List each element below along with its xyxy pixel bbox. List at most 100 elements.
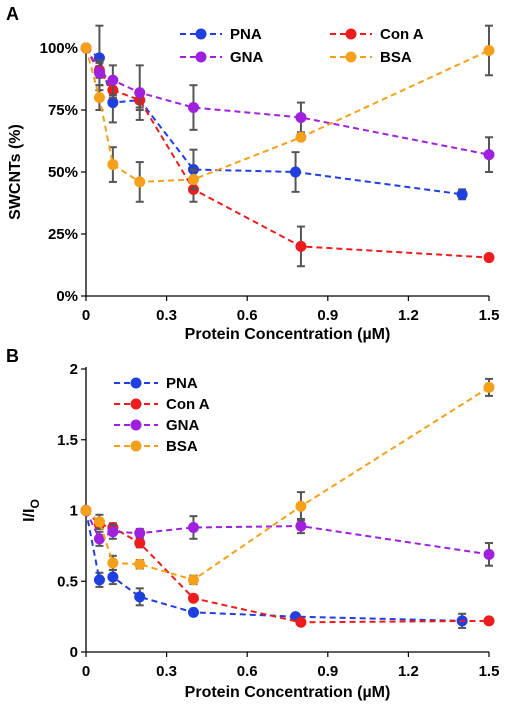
y-tick-label: 0 <box>70 644 78 661</box>
legend-label: GNA <box>230 49 264 66</box>
data-point <box>456 188 468 200</box>
data-point <box>93 533 105 545</box>
x-axis-label: Protein Concentration (µM) <box>185 326 391 343</box>
legend-item: GNA <box>114 417 200 434</box>
y-tick-label: 25% <box>48 226 78 243</box>
data-point <box>93 516 105 528</box>
series-line <box>85 510 490 556</box>
data-point <box>295 131 307 143</box>
data-point <box>107 159 119 171</box>
legend-swatch-marker <box>130 419 142 431</box>
x-tick-label: 1.5 <box>479 307 500 324</box>
data-point <box>295 500 307 512</box>
data-point <box>134 176 146 188</box>
y-tick-label: 75% <box>48 102 78 119</box>
data-point <box>187 606 199 618</box>
legend-label: BSA <box>166 438 198 455</box>
legend-swatch-marker <box>195 28 207 40</box>
legend-item: GNA <box>180 49 264 66</box>
legend-item: PNA <box>114 375 198 392</box>
data-point <box>295 616 307 628</box>
y-tick-label: 50% <box>48 164 78 181</box>
x-tick-label: 1.2 <box>398 663 419 680</box>
y-axis-label-main: I/I <box>21 509 38 522</box>
y-tick-label: 1 <box>70 503 78 520</box>
x-tick-label: 0 <box>82 307 90 324</box>
data-point <box>134 558 146 570</box>
data-point <box>107 74 119 86</box>
x-axis-label: Protein Concentration (µM) <box>185 684 391 701</box>
x-tick-label: 0.9 <box>317 307 338 324</box>
data-point <box>483 149 495 161</box>
y-axis-label-subscript: O <box>28 499 42 508</box>
legend-swatch-marker <box>345 51 357 63</box>
legend-label: BSA <box>380 49 412 66</box>
y-axis-label-main: SWCNTs (%) <box>7 124 24 220</box>
x-tick-label: 0.3 <box>156 307 177 324</box>
y-axis-label: I/IO <box>21 499 42 522</box>
legend-label: PNA <box>166 375 198 392</box>
series-bsa <box>80 377 495 586</box>
data-point <box>187 592 199 604</box>
legend-swatch-marker <box>195 51 207 63</box>
series-line <box>85 47 490 156</box>
x-tick-label: 0.3 <box>156 663 177 680</box>
y-tick-label: 0.5 <box>57 573 78 590</box>
series-line <box>85 47 490 183</box>
data-point <box>187 521 199 533</box>
data-point <box>107 557 119 569</box>
legend-item: BSA <box>114 438 198 455</box>
series-bsa <box>80 24 495 203</box>
legend-swatch-marker <box>130 440 142 452</box>
x-tick-label: 0 <box>82 663 90 680</box>
legend-item: BSA <box>330 49 412 66</box>
y-tick-label: 1.5 <box>57 432 78 449</box>
data-point <box>134 591 146 603</box>
data-point <box>483 548 495 560</box>
data-point <box>483 381 495 393</box>
legend-item: Con A <box>330 26 424 43</box>
legend-swatch-marker <box>130 398 142 410</box>
legend-label: PNA <box>230 26 262 43</box>
data-point <box>295 111 307 123</box>
y-tick-label: 100% <box>40 40 78 57</box>
panel-label: A <box>6 4 19 24</box>
data-point <box>107 97 119 109</box>
data-point <box>93 92 105 104</box>
data-point <box>134 87 146 99</box>
data-point <box>93 67 105 79</box>
legend-item: PNA <box>180 26 262 43</box>
y-tick-label: 2 <box>70 361 78 378</box>
data-point <box>107 526 119 538</box>
data-point <box>107 571 119 583</box>
x-tick-label: 0.6 <box>237 307 258 324</box>
panel-label: B <box>6 346 19 366</box>
series-gna <box>80 505 495 567</box>
series-line <box>85 47 463 196</box>
data-point <box>290 166 302 178</box>
data-point <box>483 44 495 56</box>
legend-item: Con A <box>114 396 210 413</box>
data-point <box>134 527 146 539</box>
data-point <box>80 505 92 516</box>
legend-label: Con A <box>166 396 210 413</box>
legend-swatch-marker <box>130 377 142 389</box>
x-tick-label: 1.5 <box>479 663 500 680</box>
legend-swatch-marker <box>345 28 357 40</box>
legend: PNA Con A GNA BSA <box>180 26 424 66</box>
data-point <box>93 574 105 586</box>
x-tick-label: 1.2 <box>398 307 419 324</box>
data-point <box>483 252 495 264</box>
legend-label: Con A <box>380 26 424 43</box>
legend-label: GNA <box>166 417 200 434</box>
data-point <box>187 173 199 185</box>
y-tick-label: 0% <box>56 288 78 305</box>
data-point <box>483 615 495 627</box>
data-point <box>187 102 199 114</box>
legend: PNA Con A GNA BSA <box>114 375 210 455</box>
x-tick-label: 0.6 <box>237 663 258 680</box>
data-point <box>295 520 307 532</box>
data-point <box>187 574 199 586</box>
y-axis-label: SWCNTs (%) <box>7 124 24 220</box>
